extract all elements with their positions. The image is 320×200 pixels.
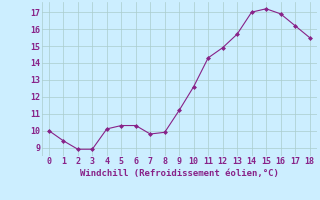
X-axis label: Windchill (Refroidissement éolien,°C): Windchill (Refroidissement éolien,°C) xyxy=(80,169,279,178)
